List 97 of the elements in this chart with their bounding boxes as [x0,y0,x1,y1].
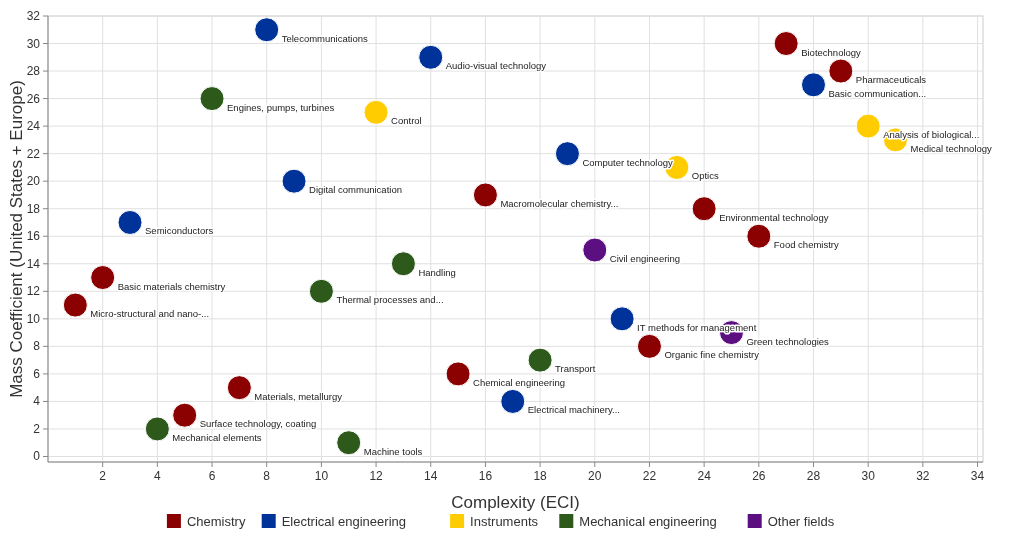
annotation: Transport [555,363,596,375]
x-tick-label: 32 [916,469,930,483]
annotation: Surface technology, coating [199,418,317,430]
y-tick-label: 12 [26,284,41,299]
annotation: Machine tools [363,445,423,457]
y-tick-label: 20 [26,174,41,189]
legend-label: Chemistry [186,514,246,529]
y-tick-label: 26 [26,91,41,106]
point [90,265,116,291]
annotation: Environmental technology [719,211,829,223]
point [472,182,498,208]
annotation: Micro-structural and nano-... [90,308,210,320]
x-tick-label: 10 [314,469,329,483]
point [254,17,280,43]
point [226,375,252,401]
x-tick-label: 26 [752,469,766,483]
x-tick-label: 22 [642,469,657,483]
y-tick-label: 4 [33,394,41,409]
annotation: Organic fine chemistry [664,349,760,361]
y-axis-title: Mass Coefficient (United States + Europe) [7,80,26,398]
point [418,44,444,70]
point [527,347,553,373]
y-tick-label: 14 [26,256,41,271]
x-tick-label: 24 [697,469,712,483]
point [609,306,635,332]
annotation: Engines, pumps, turbines [227,101,335,113]
x-tick-label: 14 [424,469,438,483]
y-tick-label: 18 [26,201,41,216]
annotation: Biotechnology [801,46,862,58]
point [445,361,471,387]
annotation: Telecommunications [281,32,369,44]
x-tick-label: 20 [588,469,602,483]
legend-label: Instruments [470,514,539,529]
annotation: Macromolecular chemistry... [500,197,619,209]
annotation: Materials, metallurgy [254,390,343,402]
y-tick-label: 30 [26,36,41,51]
point [554,141,580,167]
x-tick-label: 2 [99,469,107,483]
annotation: Basic communication... [828,87,927,99]
legend-label: Other fields [767,514,835,529]
legend-label: Electrical engineering [281,514,406,529]
annotation: Optics [691,170,719,182]
point [363,99,389,125]
y-tick-label: 24 [26,119,41,134]
legend-label: Mechanical engineering [579,514,717,529]
x-tick-label: 4 [154,469,162,483]
point [62,292,88,318]
point [691,196,717,222]
annotation: Handling [418,266,456,278]
x-tick-label: 8 [263,469,271,483]
y-tick-label: 22 [26,146,41,161]
annotation: Digital communication [309,184,402,196]
point [801,72,826,98]
point [117,209,143,235]
x-tick-label: 6 [208,469,216,483]
y-tick-label: 6 [33,366,41,381]
point [144,416,170,442]
point [308,278,334,304]
annotation: Mechanical elements [172,431,262,443]
x-tick-label: 30 [861,469,876,483]
point [500,388,526,414]
annotation: Medical technology [910,142,993,154]
point [582,237,608,263]
annotation: Thermal processes and... [336,294,444,306]
annotation: Electrical machinery... [527,404,620,416]
annotation: Green technologies [746,335,830,347]
point [199,86,225,112]
y-tick-label: 28 [26,64,41,79]
point [855,113,881,139]
y-tick-label: 10 [26,311,41,326]
point [390,251,416,277]
x-tick-label: 18 [533,469,548,483]
x-tick-label: 28 [806,469,821,483]
annotation: Semiconductors [145,225,214,237]
point [828,58,854,84]
point [636,333,662,359]
annotation: Civil engineering [609,253,681,265]
y-tick-label: 0 [33,449,41,464]
annotation: Pharmaceuticals [855,74,927,86]
x-tick-label: 12 [369,469,384,483]
x-tick-label: 34 [970,469,985,483]
annotation: Basic materials chemistry [117,280,226,292]
point [281,168,307,194]
x-axis-title: Complexity (ECI) [451,493,580,512]
y-tick-label: 16 [26,229,41,244]
annotation: Control [391,115,422,127]
x-tick-label: 16 [478,469,493,483]
point [336,430,362,456]
point [172,402,198,428]
annotation: Food chemistry [773,239,840,251]
y-tick-label: 8 [33,339,41,354]
annotation: Audio-visual technology [445,60,547,72]
point [773,31,799,57]
annotation: Chemical engineering [473,376,565,388]
point [746,223,772,249]
y-tick-label: 32 [26,9,41,23]
y-tick-label: 2 [33,421,41,436]
